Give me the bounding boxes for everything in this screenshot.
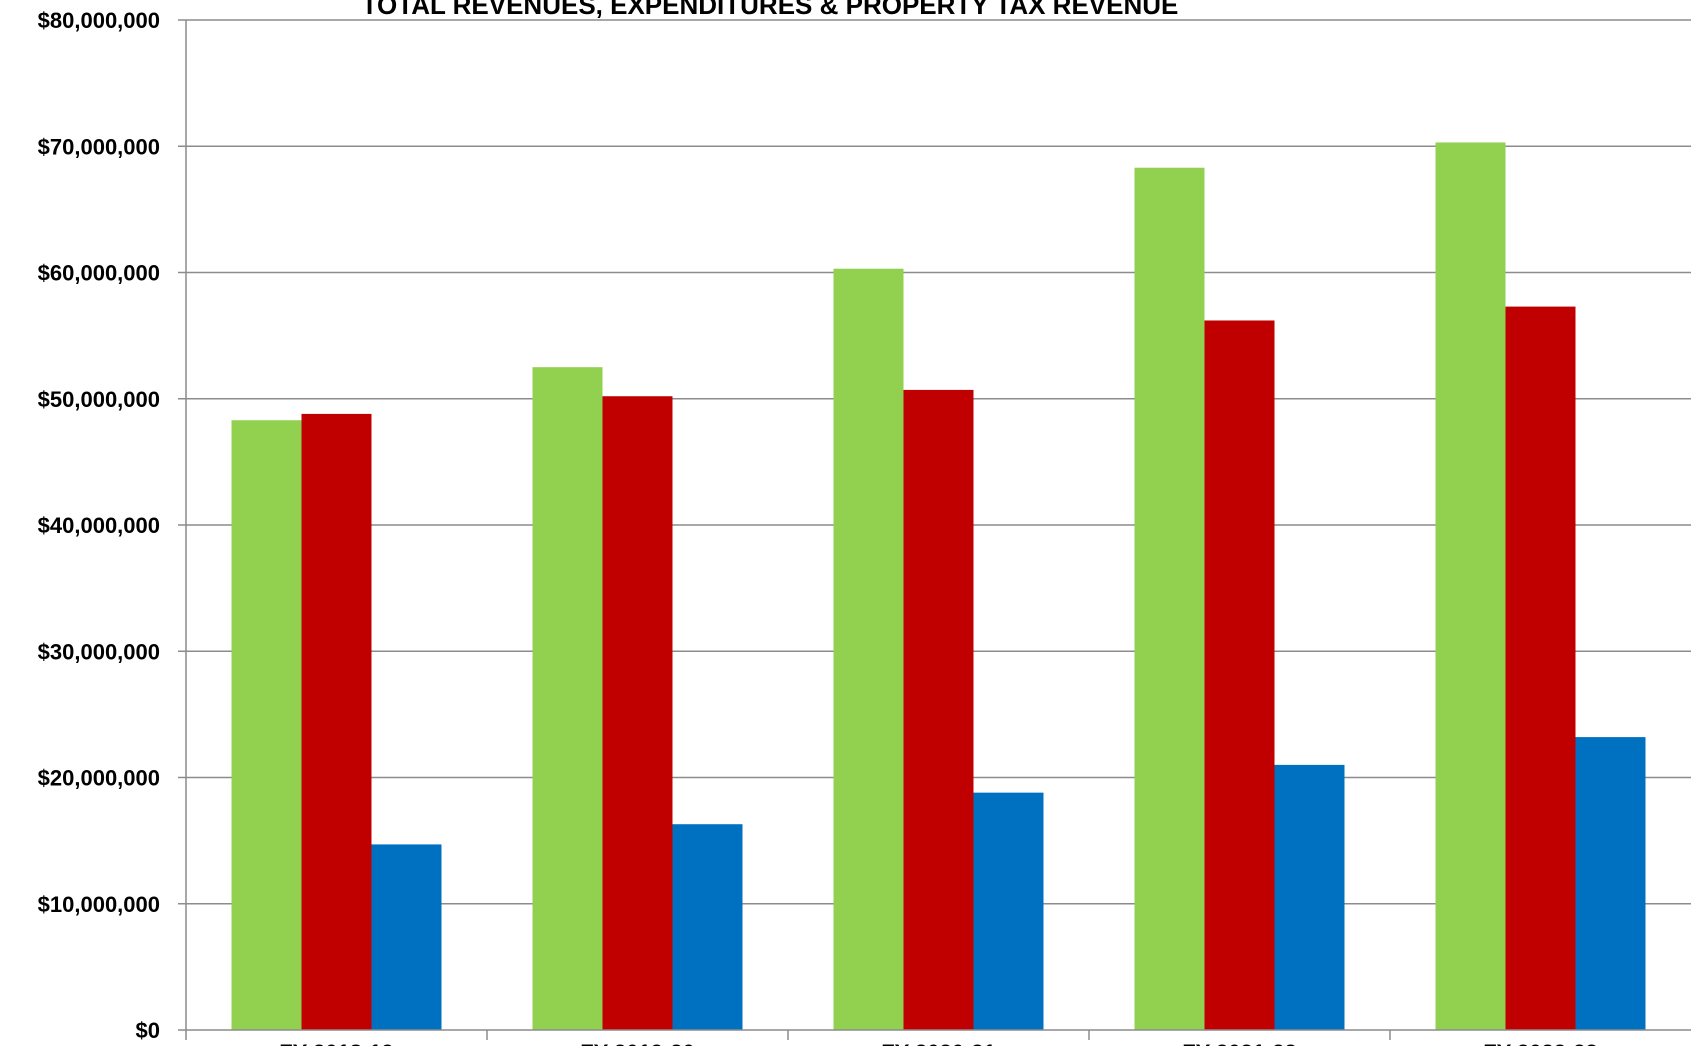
bar-series3-fy-2019-20: [672, 824, 743, 1030]
bar-series2-fy-2021-22: [1204, 320, 1275, 1031]
bar-series2-fy-2018-19: [301, 413, 372, 1030]
x-tick-label: FY 2019-20: [580, 1040, 695, 1046]
x-tick-label: FY 2022-23: [1483, 1040, 1598, 1046]
x-axis-tick-labels: FY 2018-19 FY 2019-20 FY 2020-21 FY 2021-22…: [279, 1040, 1598, 1046]
bar-series3-fy-2018-19: [371, 844, 442, 1030]
y-tick-label: $60,000,000: [38, 261, 160, 286]
bar-series1-fy-2018-19: [231, 420, 302, 1030]
bar-series3-fy-2021-22: [1274, 764, 1345, 1030]
bar-series2-fy-2022-23: [1505, 306, 1576, 1030]
axes: [178, 19, 1691, 1040]
y-tick-label: $0: [136, 1018, 160, 1043]
bar-series2-fy-2020-21: [903, 389, 974, 1031]
bar-series3-fy-2020-21: [973, 792, 1044, 1030]
chart-title: TOTAL REVENUES, EXPENDITURES & PROPERTY …: [362, 0, 1179, 20]
bar-series1-fy-2020-21: [833, 268, 904, 1030]
x-tick-label: FY 2018-19: [279, 1040, 394, 1046]
y-tick-label: $20,000,000: [38, 766, 160, 791]
x-tick-label: FY 2020-21: [881, 1040, 996, 1046]
y-tick-label: $30,000,000: [38, 639, 160, 664]
bar-series1-fy-2019-20: [532, 367, 603, 1030]
bars: [231, 142, 1646, 1031]
bar-series3-fy-2022-23: [1575, 737, 1646, 1030]
y-tick-label: $40,000,000: [38, 513, 160, 538]
y-tick-label: $70,000,000: [38, 134, 160, 159]
y-tick-label: $10,000,000: [38, 892, 160, 917]
x-tick-label: FY 2021-22: [1182, 1040, 1297, 1046]
y-axis-tick-labels: $0 $10,000,000 $20,000,000 $30,000,000 $40,0…: [38, 8, 160, 1043]
bar-series1-fy-2021-22: [1134, 167, 1205, 1030]
y-tick-label: $80,000,000: [38, 8, 160, 33]
bar-series1-fy-2022-23: [1435, 142, 1506, 1030]
y-tick-label: $50,000,000: [38, 387, 160, 412]
bar-series2-fy-2019-20: [602, 396, 673, 1031]
